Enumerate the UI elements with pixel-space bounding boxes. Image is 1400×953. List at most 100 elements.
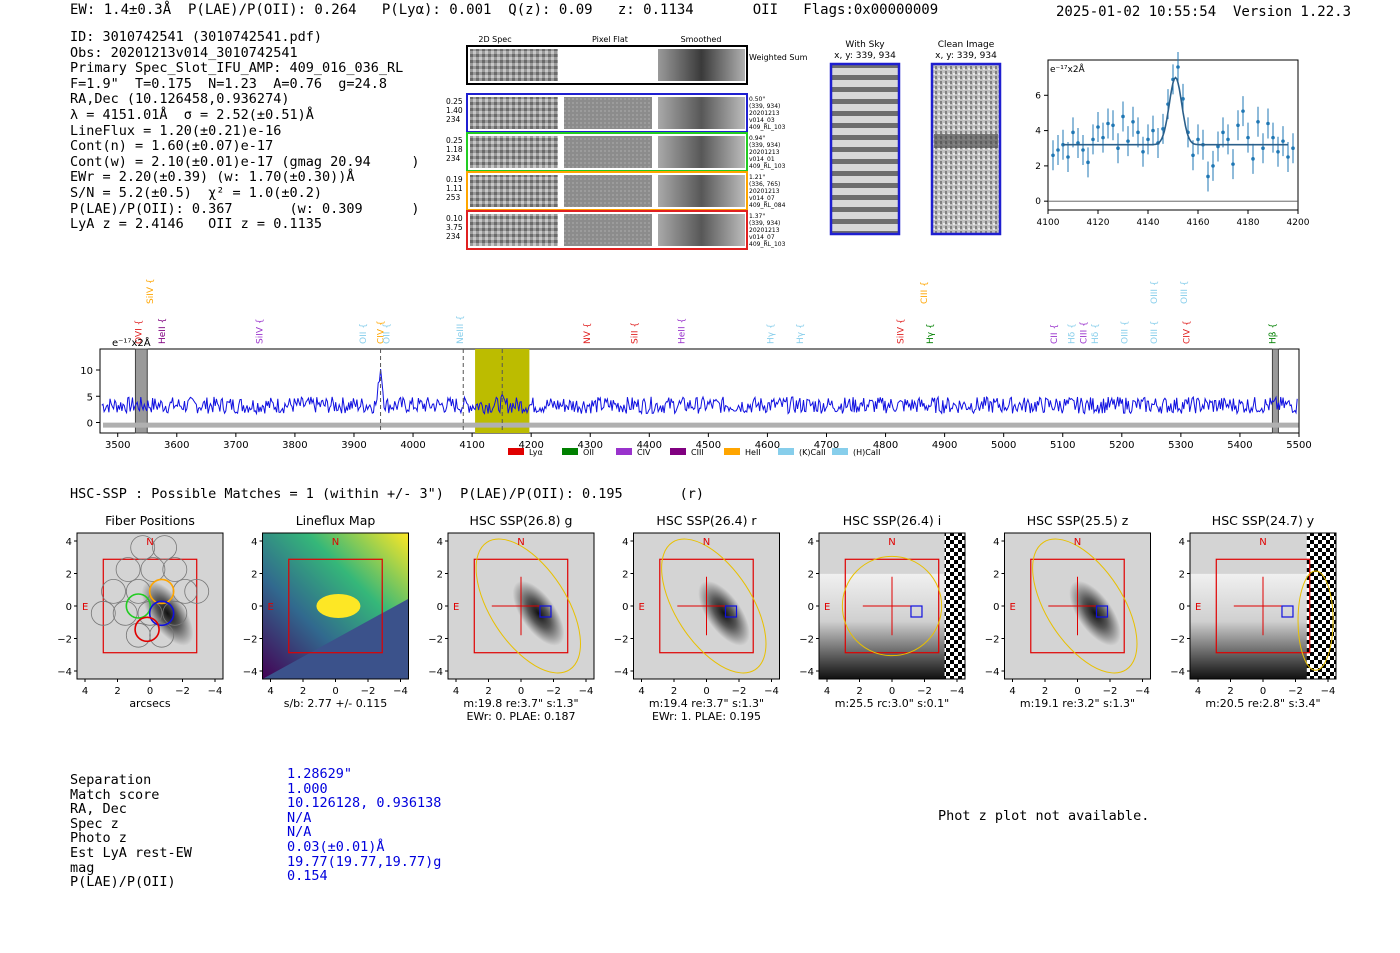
- x-tick-label: 0: [889, 686, 895, 697]
- x-tick-label: −2: [917, 686, 932, 697]
- x-tick-label: 2: [300, 686, 306, 697]
- data-point: [1146, 137, 1150, 142]
- cutout-right-label: 0.50": [749, 96, 765, 103]
- clean-image-trace: [934, 134, 998, 148]
- data-point: [1136, 130, 1140, 135]
- hsc-panel: HSC SSP(26.4) i N E 4 −4 2 −2 0 0 −2 2 −4 4 m:25.5 rc…: [799, 513, 966, 710]
- search-box: [1215, 558, 1311, 654]
- info-line-id: ID: 3010742541 (3010742541.pdf): [70, 29, 322, 45]
- cutout-left-label: 234: [446, 154, 461, 163]
- x-tick-label: 4100: [1037, 218, 1060, 228]
- x-tick-label: −2: [1103, 686, 1118, 697]
- x-tick-label: 5100: [1050, 440, 1075, 451]
- legend-swatch: [508, 448, 524, 455]
- y-tick-label: 0: [87, 419, 93, 430]
- hsc-ssp-title: HSC-SSP : Possible Matches = 1 (within +…: [70, 486, 704, 502]
- fiber-circle: [130, 535, 156, 560]
- data-point: [1221, 130, 1225, 135]
- data-point: [1141, 149, 1145, 154]
- y-tick-label: −4: [1170, 667, 1185, 678]
- cutout-right-label: 20201213: [749, 227, 780, 234]
- east-label: E: [1195, 602, 1201, 613]
- match-marker: [724, 605, 738, 618]
- north-label: N: [146, 537, 153, 548]
- fiber-circle: [140, 557, 166, 582]
- north-label: N: [1074, 537, 1081, 548]
- match-marker: [539, 605, 552, 618]
- search-box: [102, 558, 198, 654]
- header-summary: EW: 1.4±0.3Å P(LAE)/P(OII): 0.264 P(Lyα)…: [70, 2, 939, 18]
- x-tick-label: 4200: [518, 440, 543, 451]
- hsc-panel-title: HSC SSP(26.8) g: [470, 513, 573, 528]
- y-tick-label: −2: [799, 635, 814, 646]
- summary-label: RA, Dec: [70, 801, 127, 818]
- x-tick-label: −2: [1288, 686, 1303, 697]
- galaxy-blob: [141, 580, 194, 646]
- legend-swatch: [832, 448, 848, 455]
- data-point: [1271, 135, 1275, 140]
- search-box: [844, 558, 940, 654]
- cutout-right-label: (336, 765): [749, 181, 780, 188]
- cutout-right-label: v014_07: [749, 234, 775, 241]
- cutout-left-label: 1.11: [446, 184, 463, 193]
- x-tick-label: 3700: [223, 440, 248, 451]
- north-label: N: [1259, 537, 1266, 548]
- x-tick-label: 3800: [282, 440, 307, 451]
- cutout-right-label: 409_RL_103: [749, 163, 786, 170]
- legend-swatch: [724, 448, 740, 455]
- y-tick-label: 5: [87, 392, 93, 403]
- x-tick-label: 0: [1074, 686, 1080, 697]
- cutout-pixel-flat: [564, 136, 652, 168]
- cutout-right-label: 20201213: [749, 188, 780, 195]
- x-tick-label: 4100: [459, 440, 484, 451]
- line-id-label: OIII {: [1150, 320, 1160, 344]
- data-point: [1286, 155, 1290, 159]
- data-point: [1261, 146, 1265, 151]
- x-tick-label: 3500: [105, 440, 130, 451]
- north-label: N: [332, 537, 339, 548]
- info-line-wavelength: λ = 4151.01Å σ = 2.52(±0.51)Å: [70, 106, 314, 123]
- cutout-left-label: 234: [446, 232, 461, 241]
- x-tick-label: 4800: [873, 440, 898, 451]
- data-point: [1291, 146, 1295, 151]
- hsc-image-panels: Fiber Positions N E 4 −4 2 −2 0 0 −2 2 −4 4 arcsecs Li…: [57, 513, 1337, 723]
- y-tick-label: 0: [993, 602, 999, 613]
- data-point: [1226, 137, 1230, 142]
- hsc-panel-title: HSC SSP(24.7) y: [1212, 513, 1315, 528]
- hsc-panel-title: Fiber Positions: [105, 513, 195, 528]
- data-point: [1241, 109, 1245, 113]
- data-point: [1236, 123, 1240, 128]
- line-id-label: CIII {: [1079, 321, 1089, 344]
- x-tick-label: 2: [114, 686, 120, 697]
- data-point: [1251, 157, 1255, 161]
- x-tick-label: −4: [764, 686, 779, 697]
- aperture-ellipse: [475, 538, 581, 674]
- line-id-label: CIV {: [1183, 320, 1193, 344]
- line-fit-chart: e⁻¹⁷x2Å 4100 4120 4140 4160 4180 4200 0 2 4 6: [1035, 52, 1310, 228]
- y-tick-label: 0: [1179, 602, 1185, 613]
- y-tick-label: −2: [1170, 635, 1185, 646]
- clean-image-title: Clean Image: [938, 40, 995, 50]
- x-tick-label: −2: [175, 686, 190, 697]
- x-tick-label: 4500: [696, 440, 721, 451]
- summary-label: P(LAE)/P(OII): [70, 874, 176, 891]
- cutout-smoothed: [658, 214, 745, 246]
- line-id-label: Hδ {: [1068, 323, 1078, 344]
- line-id-label: OIII {: [1180, 280, 1190, 304]
- legend-label: Lyα: [529, 448, 543, 457]
- y-tick-label: 2: [1035, 162, 1041, 172]
- x-tick-label: 4140: [1137, 218, 1160, 228]
- x-tick-label: 4: [1195, 686, 1201, 697]
- data-point: [1191, 153, 1195, 158]
- fiber-circle: [184, 579, 210, 604]
- x-tick-label: 5000: [991, 440, 1016, 451]
- x-tick-label: −4: [393, 686, 408, 697]
- line-id-label: SiIV {: [146, 278, 156, 304]
- summary-label: Photo z: [70, 830, 127, 847]
- line-id-label: OIII {: [1150, 280, 1160, 304]
- y-tick-label: 4: [1179, 537, 1185, 548]
- cutout-left-label: 1.40: [446, 106, 463, 115]
- x-tick-label: 4200: [1287, 218, 1310, 228]
- cutout-right-label: v014_01: [749, 156, 775, 163]
- fiber-circle: [125, 622, 151, 648]
